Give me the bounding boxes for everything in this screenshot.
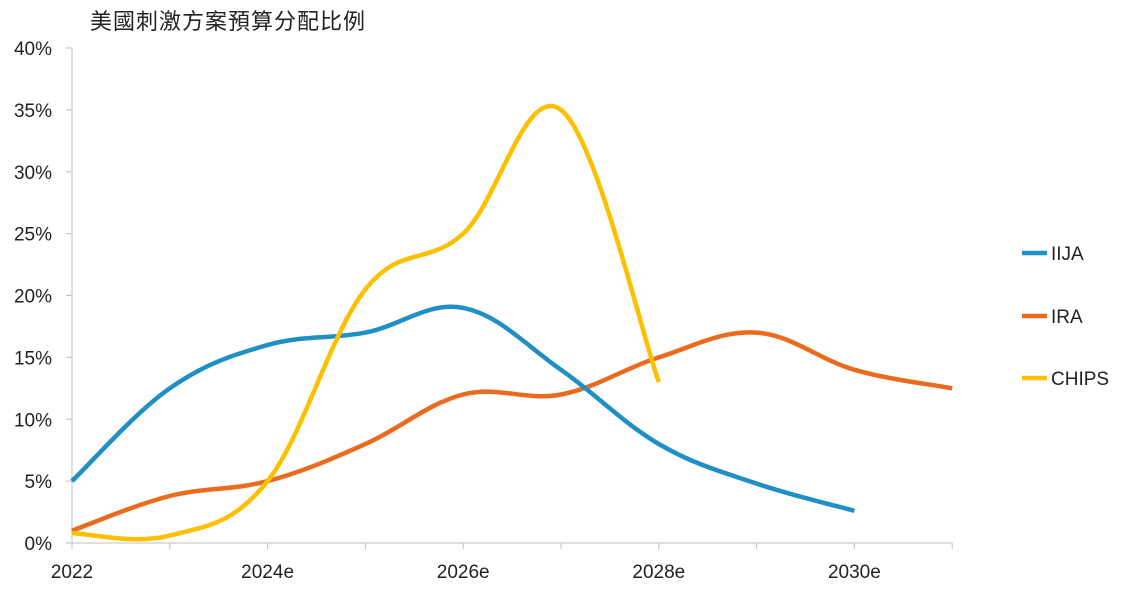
x-tick-label: 2028e <box>632 562 685 583</box>
y-tick-label: 10% <box>14 410 52 431</box>
legend-label-chips: CHIPS <box>1051 369 1109 390</box>
y-tick-label: 0% <box>25 534 53 555</box>
x-tick-label: 2024e <box>241 562 294 583</box>
series-line-ira <box>71 330 953 533</box>
chart-title: 美國刺激方案預算分配比例 <box>90 10 367 35</box>
x-tick-label: 2026e <box>437 562 490 583</box>
y-tick-label: 20% <box>14 287 52 308</box>
y-tick-label: 30% <box>14 163 52 184</box>
legend-label-iija: IIJA <box>1051 244 1084 265</box>
y-tick-label: 15% <box>14 348 52 369</box>
legend-label-ira: IRA <box>1051 307 1083 328</box>
y-tick-label: 35% <box>14 101 52 122</box>
x-tick-label: 2022 <box>51 562 93 583</box>
x-tick-label: 2030e <box>828 562 881 583</box>
series-line-chips <box>71 104 661 542</box>
y-tick-label: 5% <box>25 472 53 493</box>
y-tick-label: 25% <box>14 225 52 246</box>
series-line-iija <box>70 304 856 513</box>
y-tick-label: 40% <box>14 39 52 60</box>
